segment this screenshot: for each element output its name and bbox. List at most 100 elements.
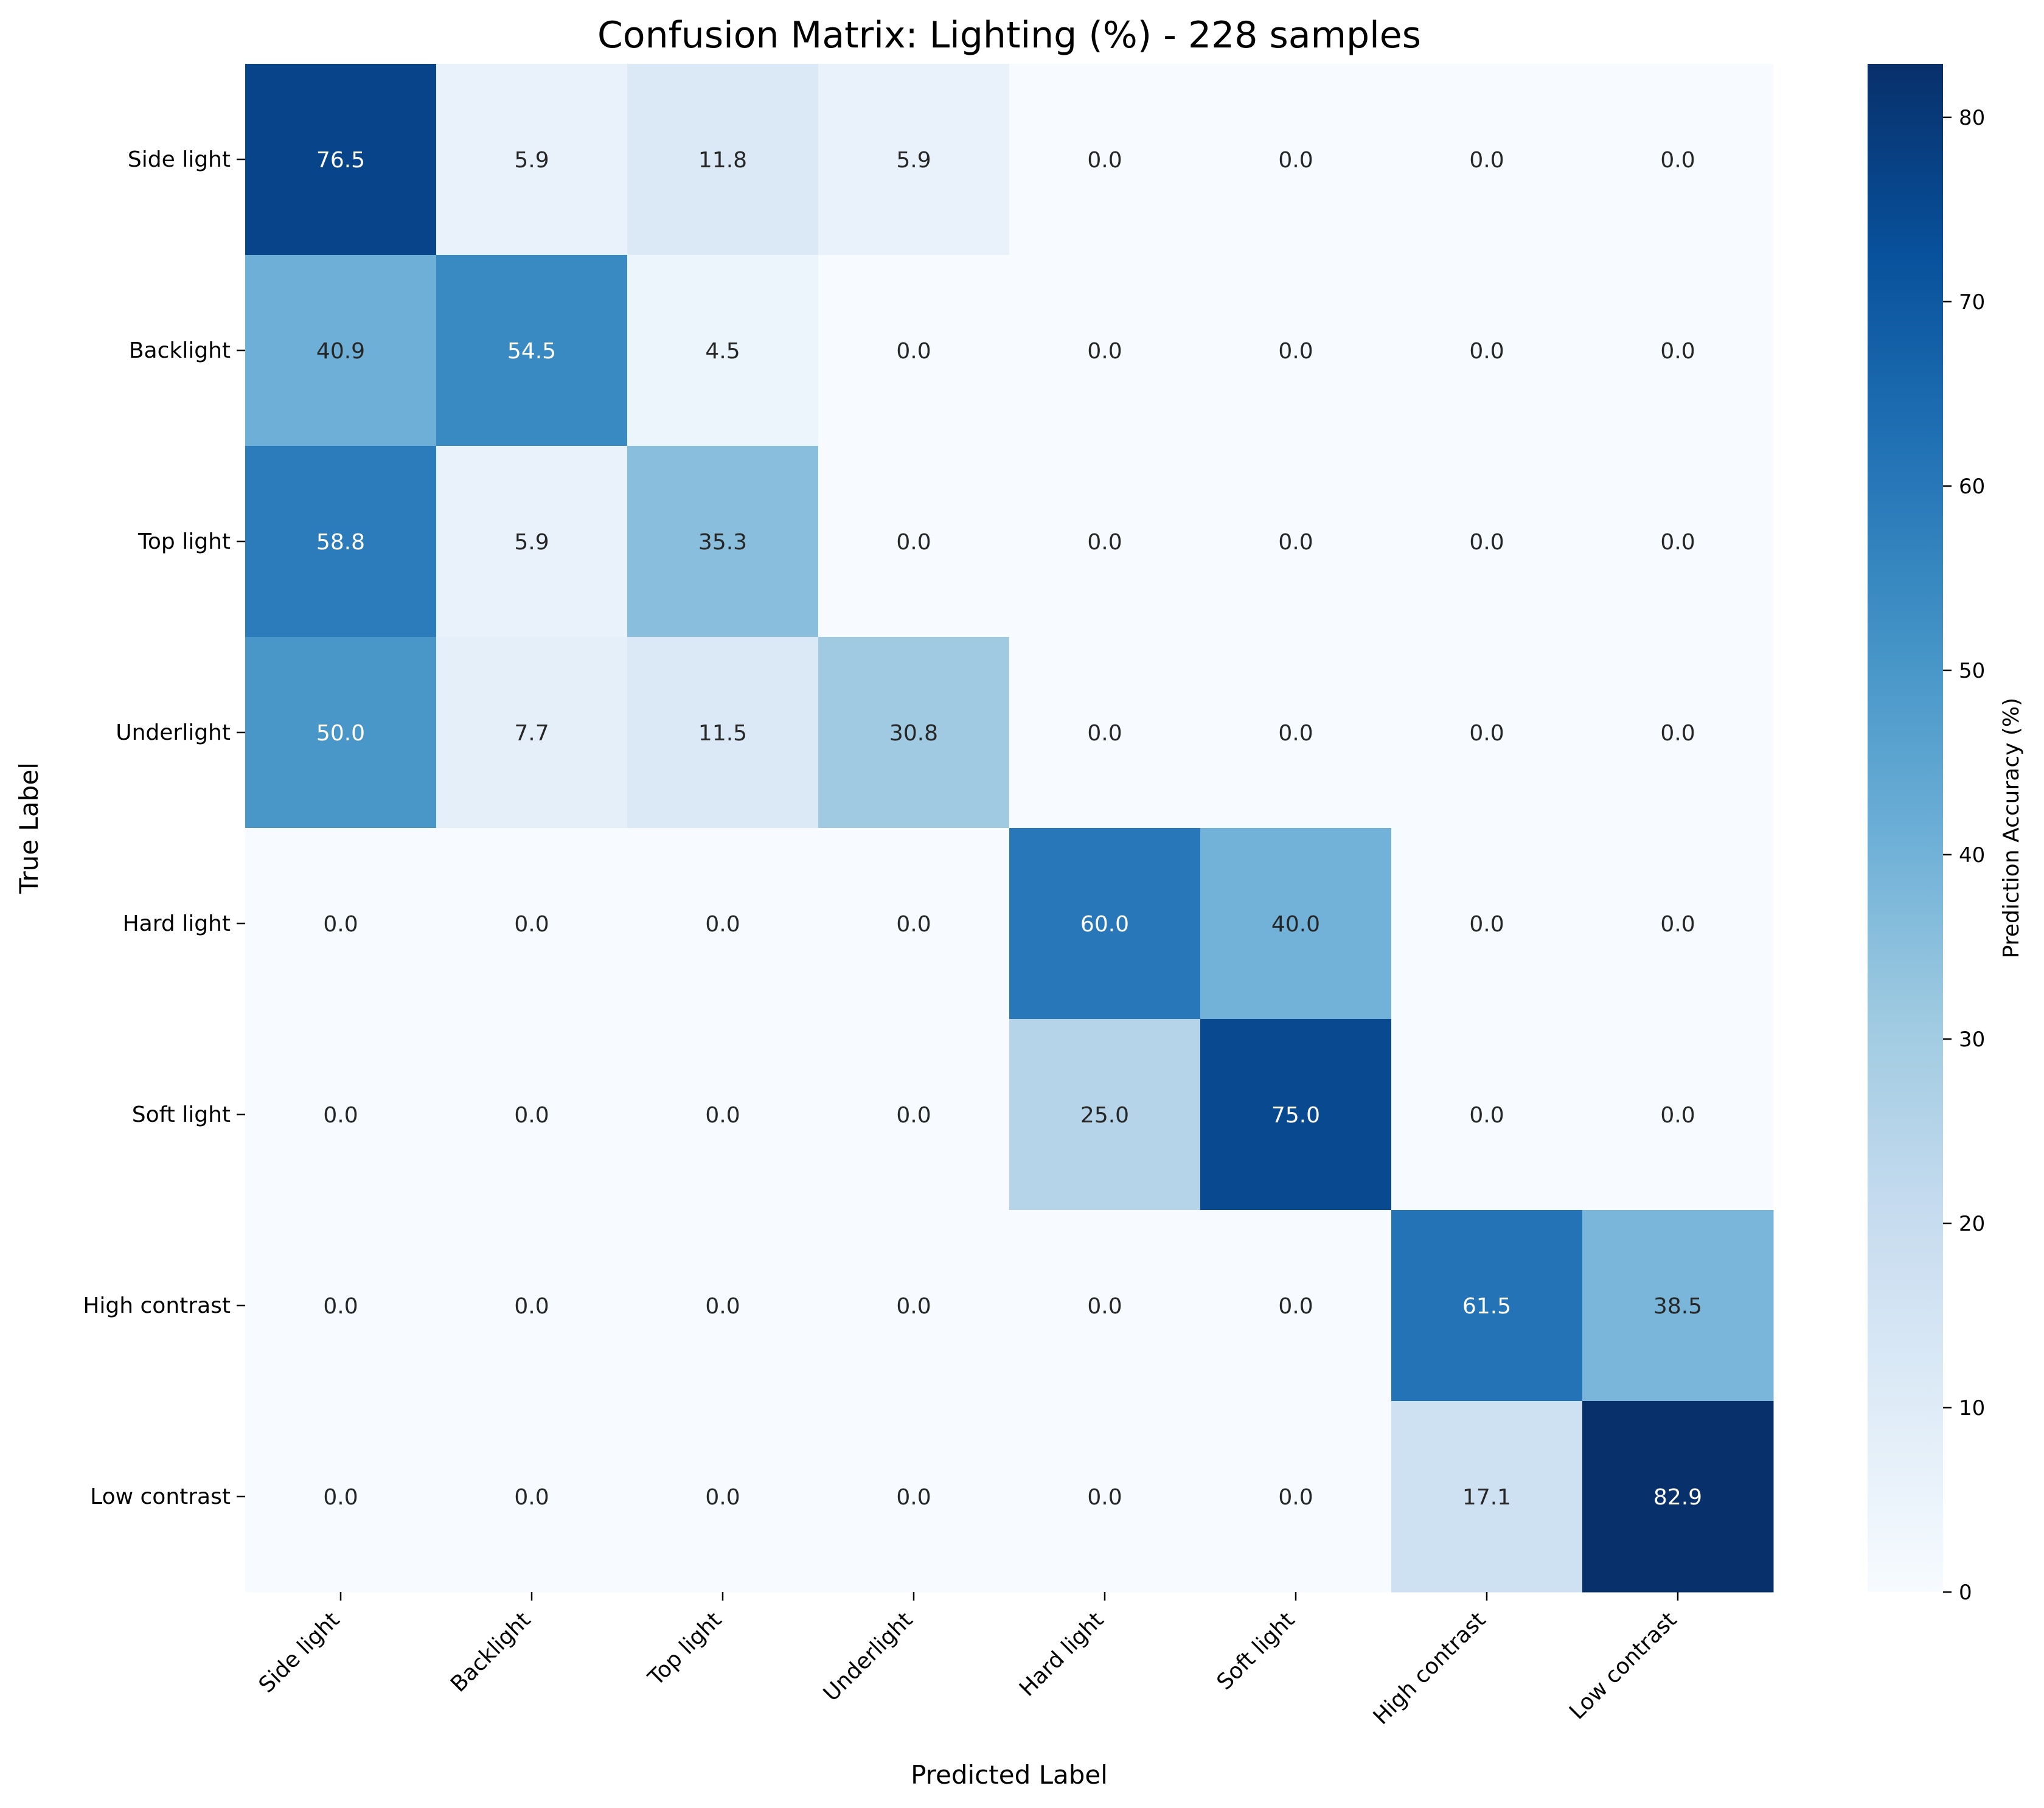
cell-value-label: 0.0 xyxy=(1660,721,1695,746)
heatmap-cell xyxy=(436,1019,628,1211)
heatmap-cell xyxy=(436,1401,628,1593)
chart-title: Confusion Matrix: Lighting (%) - 228 sam… xyxy=(597,14,1421,57)
cell-value-label: 0.0 xyxy=(1087,148,1122,173)
cell-value-label: 0.0 xyxy=(896,1294,931,1319)
heatmap-cell xyxy=(818,1210,1010,1402)
y-tick-label: Soft light xyxy=(132,1102,231,1127)
cell-value-label: 0.0 xyxy=(323,912,358,937)
cell-value-label: 0.0 xyxy=(1278,721,1313,746)
cell-value-label: 0.0 xyxy=(896,530,931,555)
x-tick-label: Low contrast xyxy=(1565,1607,1681,1724)
heatmap-cell xyxy=(245,828,437,1020)
heatmap-cell xyxy=(245,446,437,638)
x-tick-label: Backlight xyxy=(446,1607,535,1697)
heatmap-cell xyxy=(1009,1401,1201,1593)
colorbar-label: Prediction Accuracy (%) xyxy=(1999,698,2024,958)
heatmap-cell xyxy=(1200,1210,1392,1402)
cell-value-label: 0.0 xyxy=(896,1485,931,1510)
cell-value-label: 0.0 xyxy=(1278,1485,1313,1510)
heatmap-cell xyxy=(818,255,1010,447)
cell-value-label: 0.0 xyxy=(323,1485,358,1510)
cell-value-label: 0.0 xyxy=(705,1294,740,1319)
heatmap-cell xyxy=(1200,637,1392,829)
heatmap-cell xyxy=(627,828,819,1020)
heatmap-cell xyxy=(436,446,628,638)
heatmap-cell xyxy=(1582,1019,1774,1211)
heatmap-cell xyxy=(1200,828,1392,1020)
colorbar-tick-label: 0 xyxy=(1959,1580,1972,1605)
x-tick-label: Hard light xyxy=(1015,1607,1108,1701)
cell-value-label: 7.7 xyxy=(514,721,549,746)
cell-value-label: 5.9 xyxy=(514,148,549,173)
colorbar-tick-label: 70 xyxy=(1959,290,1985,315)
cell-value-label: 0.0 xyxy=(1660,912,1695,937)
x-tick-label: Underlight xyxy=(819,1607,917,1706)
heatmap-cell xyxy=(1009,64,1201,256)
cell-value-label: 5.9 xyxy=(514,530,549,555)
heatmap-cell xyxy=(436,255,628,447)
heatmap-cell xyxy=(1391,1019,1583,1211)
x-tick-label: Soft light xyxy=(1212,1607,1300,1695)
cell-value-label: 0.0 xyxy=(1278,1294,1313,1319)
cell-value-label: 38.5 xyxy=(1653,1294,1702,1319)
heatmap-cell xyxy=(818,64,1010,256)
heatmap-cell xyxy=(1391,64,1583,256)
cell-value-label: 76.5 xyxy=(316,148,365,173)
colorbar-tick-label: 50 xyxy=(1959,659,1985,683)
cell-value-label: 0.0 xyxy=(1087,1294,1122,1319)
cell-value-label: 17.1 xyxy=(1462,1485,1511,1510)
heatmap-cell xyxy=(1582,1401,1774,1593)
y-tick-label: Top light xyxy=(137,529,231,554)
cell-value-label: 0.0 xyxy=(1660,1103,1695,1128)
heatmap-cell xyxy=(436,1210,628,1402)
heatmap-cell xyxy=(1009,828,1201,1020)
heatmap-cell xyxy=(1200,446,1392,638)
cell-value-label: 40.9 xyxy=(316,339,365,364)
cell-value-label: 5.9 xyxy=(896,148,931,173)
cell-value-label: 0.0 xyxy=(1660,530,1695,555)
y-tick-label: Side light xyxy=(128,147,231,172)
heatmap-cell xyxy=(436,64,628,256)
cell-value-label: 25.0 xyxy=(1080,1103,1129,1128)
heatmap-cell xyxy=(818,1401,1010,1593)
cell-value-label: 0.0 xyxy=(705,912,740,937)
heatmap-cell xyxy=(1009,637,1201,829)
cell-value-label: 0.0 xyxy=(896,339,931,364)
cell-value-label: 82.9 xyxy=(1653,1485,1702,1510)
heatmap-cell xyxy=(1009,1210,1201,1402)
heatmap-cell xyxy=(1582,446,1774,638)
cell-value-label: 30.8 xyxy=(889,721,938,746)
heatmap-cell xyxy=(1200,255,1392,447)
cell-value-label: 0.0 xyxy=(1660,339,1695,364)
heatmap-cell xyxy=(818,446,1010,638)
cell-value-label: 0.0 xyxy=(1660,148,1695,173)
cell-value-label: 0.0 xyxy=(323,1294,358,1319)
heatmap-cell xyxy=(1009,446,1201,638)
cell-value-label: 4.5 xyxy=(705,339,740,364)
cell-value-label: 0.0 xyxy=(896,1103,931,1128)
heatmap-cell xyxy=(1582,64,1774,256)
heatmap-cell xyxy=(1391,1401,1583,1593)
cell-value-label: 0.0 xyxy=(1469,339,1504,364)
y-tick-label: Backlight xyxy=(129,338,231,363)
heatmap-cell xyxy=(1391,255,1583,447)
x-tick-label: High contrast xyxy=(1369,1607,1491,1730)
cell-value-label: 0.0 xyxy=(705,1103,740,1128)
x-tick-label: Side light xyxy=(254,1607,345,1698)
colorbar-tick-label: 20 xyxy=(1959,1212,1985,1236)
colorbar-tick-label: 10 xyxy=(1959,1396,1985,1420)
y-axis-label: True Label xyxy=(14,762,44,894)
cell-value-label: 0.0 xyxy=(514,1103,549,1128)
heatmap-cell xyxy=(1009,1019,1201,1211)
heatmap-cell xyxy=(627,1210,819,1402)
cell-value-label: 54.5 xyxy=(507,339,556,364)
heatmap-cell xyxy=(1582,828,1774,1020)
colorbar-tick-label: 40 xyxy=(1959,843,1985,867)
cell-value-label: 0.0 xyxy=(1087,530,1122,555)
heatmap-cell xyxy=(1009,255,1201,447)
heatmap-cell xyxy=(1391,828,1583,1020)
heatmap-cell xyxy=(818,637,1010,829)
heatmap-cell xyxy=(436,637,628,829)
heatmap-cell xyxy=(627,637,819,829)
